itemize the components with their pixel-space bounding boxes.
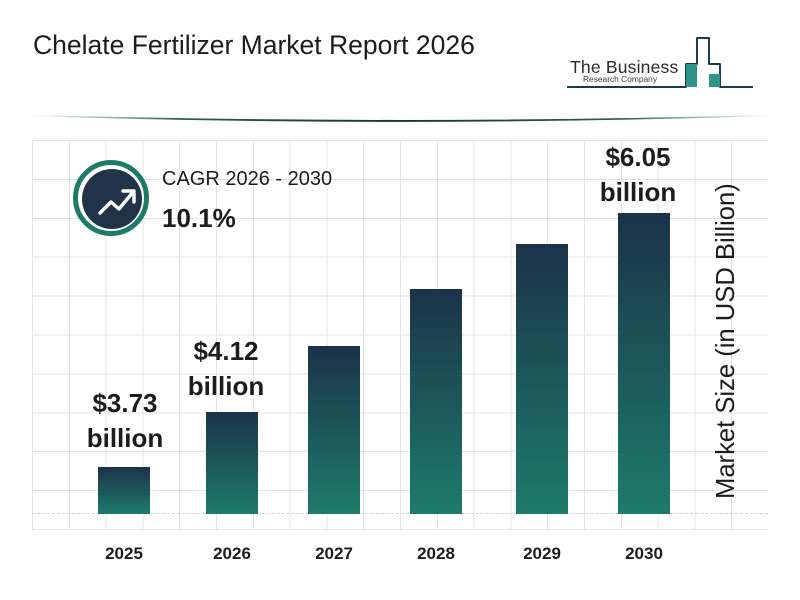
svg-text:The Business: The Business [570, 57, 678, 77]
svg-text:Research Company: Research Company [583, 74, 658, 84]
